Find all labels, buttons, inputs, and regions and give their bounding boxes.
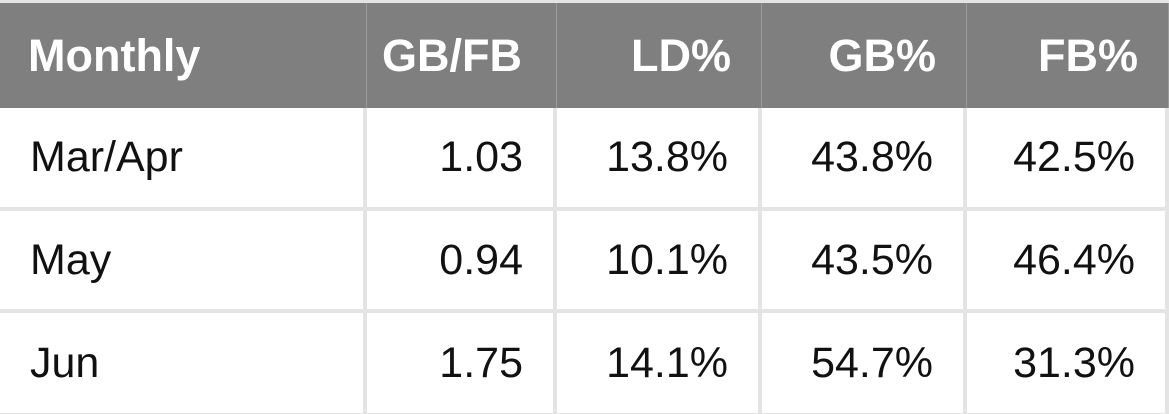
table-cell: 1.75 [367, 313, 553, 413]
table-cell: 43.8% [762, 108, 963, 207]
header-cell: LD% [557, 3, 762, 108]
row-label: May [0, 211, 363, 309]
table-cell: 31.3% [967, 313, 1165, 413]
table-cell: 54.7% [762, 313, 963, 413]
table-cell: 42.5% [967, 108, 1165, 207]
header-cell: Monthly [0, 3, 367, 108]
header-cell: FB% [967, 3, 1169, 108]
table-cell: 1.03 [367, 108, 553, 207]
table-cell: 46.4% [967, 211, 1165, 309]
table-cell: 10.1% [557, 211, 758, 309]
table-cell: 0.94 [367, 211, 553, 309]
table-cell: 13.8% [557, 108, 758, 207]
header-cell: GB/FB [367, 3, 557, 108]
table-cell: 14.1% [557, 313, 758, 413]
row-label: Jun [0, 313, 363, 413]
header-cell: GB% [762, 3, 967, 108]
table-cell: 43.5% [762, 211, 963, 309]
row-label: Mar/Apr [0, 108, 363, 207]
